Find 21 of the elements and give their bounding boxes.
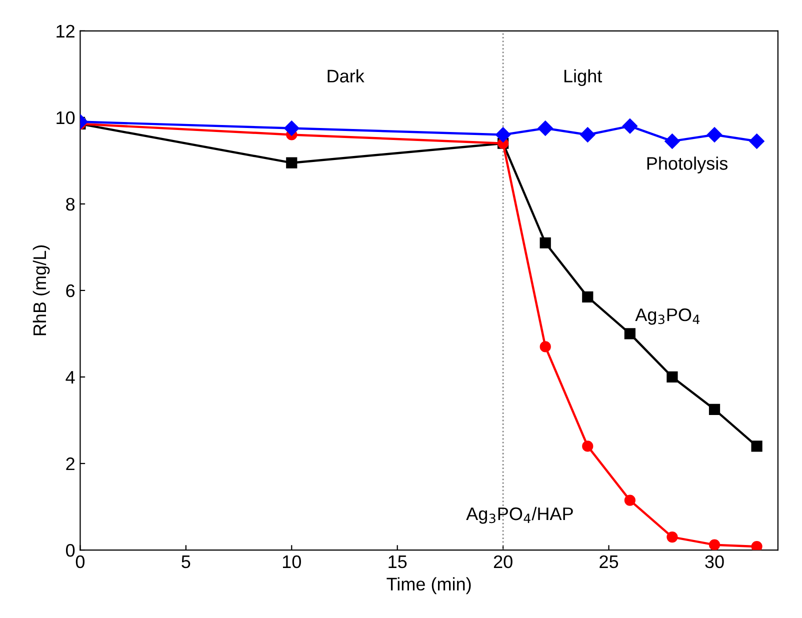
x-tick-label: 0 [76, 555, 85, 568]
series-label: Ag$_{3}$PO$_{4}$ [635, 308, 700, 325]
y-tick-label: 10 [56, 111, 75, 124]
x-tick-label: 5 [182, 556, 190, 568]
annotation: Dark [328, 69, 364, 82]
x-tick-label: 25 [600, 555, 618, 568]
y-tick-label: 6 [66, 284, 75, 298]
x-tick-label: 15 [388, 556, 407, 568]
y-tick-label: 0 [66, 544, 75, 557]
x-axis-title: Time (min) [386, 577, 471, 594]
x-tick-label: 20 [494, 555, 512, 568]
series-label: Photolysis [647, 156, 728, 174]
x-tick-label: 30 [705, 555, 724, 568]
x-tick-label: 10 [282, 555, 301, 568]
y-tick-label: 4 [66, 371, 75, 384]
text: Ag$_{3}$PO$_{4}$/HAP [466, 506, 573, 524]
y-tick-label: 8 [66, 198, 75, 211]
y-tick-label: 2 [66, 457, 74, 470]
annotation: Light [564, 69, 602, 86]
y-axis-title: RhB (mg/L) [32, 245, 50, 336]
y-tick-label: 12 [56, 24, 74, 38]
